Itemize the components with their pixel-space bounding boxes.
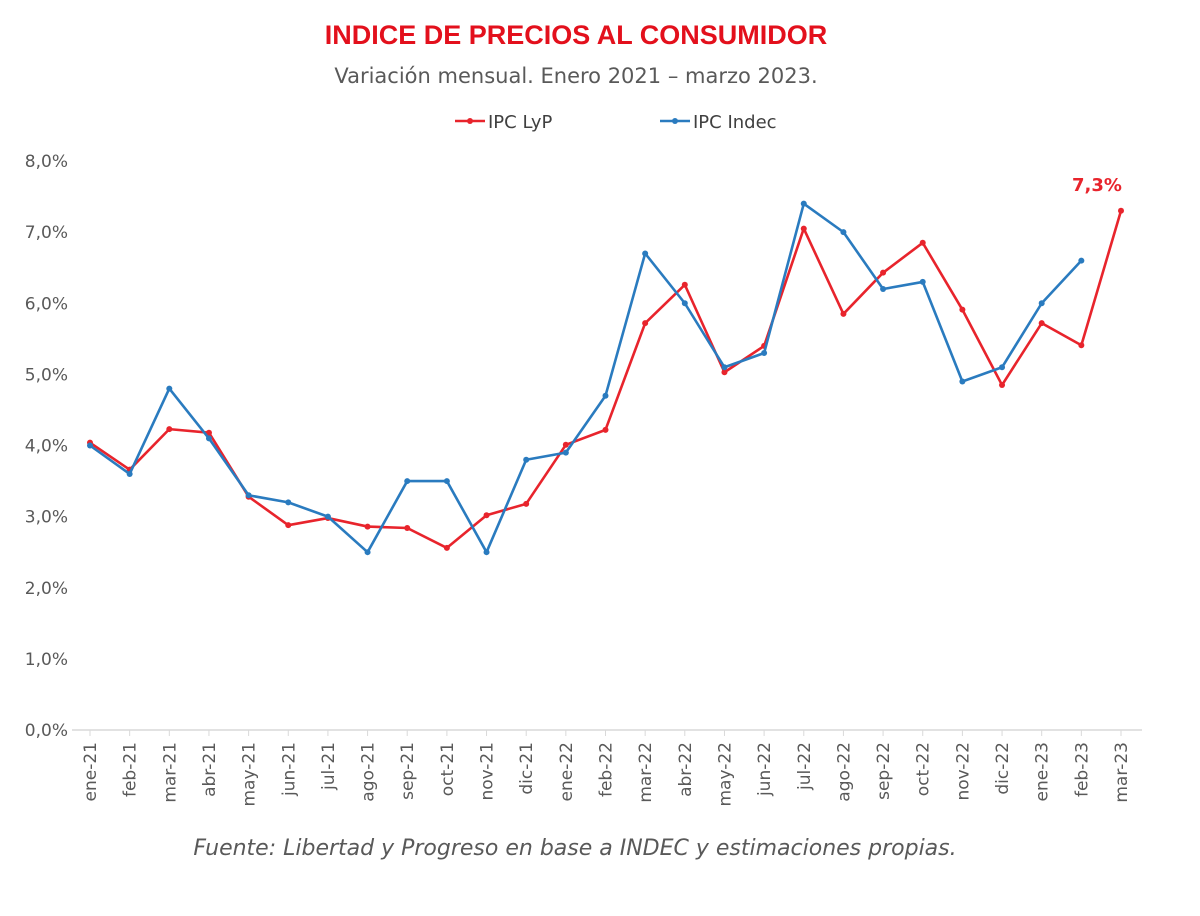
x-tick-label: may-21 — [240, 742, 260, 807]
x-tick-label: jun-22 — [755, 742, 775, 797]
x-tick-label: oct-22 — [914, 742, 934, 796]
x-tick-label: oct-21 — [438, 742, 458, 796]
data-point — [364, 549, 371, 556]
y-tick-label: 7,0% — [25, 223, 68, 243]
y-tick-label: 1,0% — [25, 650, 68, 670]
x-tick-label: ago-21 — [359, 742, 379, 802]
x-tick-label: sep-21 — [398, 742, 418, 800]
x-tick-label: ene-21 — [81, 742, 101, 801]
data-point — [364, 523, 371, 530]
legend-marker — [672, 118, 678, 124]
x-tick-label: feb-21 — [121, 742, 141, 797]
data-point — [483, 512, 490, 519]
data-point — [166, 426, 173, 433]
data-point — [1078, 257, 1085, 264]
chart-subtitle: Variación mensual. Enero 2021 – marzo 20… — [334, 64, 818, 88]
data-point — [721, 364, 728, 371]
y-tick-label: 6,0% — [25, 294, 68, 314]
x-tick-label: ago-22 — [834, 742, 854, 802]
x-tick-label: jul-21 — [319, 742, 339, 791]
x-tick-label: mar-23 — [1112, 742, 1132, 803]
data-point — [87, 442, 93, 449]
data-point — [919, 239, 926, 246]
data-point — [1118, 207, 1124, 214]
data-point — [523, 500, 530, 507]
data-point — [483, 549, 490, 556]
data-point — [959, 306, 966, 313]
y-tick-label: 4,0% — [25, 437, 68, 457]
x-tick-label: feb-22 — [597, 742, 617, 797]
y-tick-label: 3,0% — [25, 508, 68, 528]
x-tick-label: feb-23 — [1072, 742, 1092, 797]
x-tick-label: dic-22 — [993, 742, 1013, 795]
data-point — [959, 378, 966, 385]
data-point — [880, 269, 887, 276]
legend-marker — [467, 118, 473, 124]
x-tick-label: abr-22 — [676, 742, 696, 797]
x-tick-label: jun-21 — [279, 742, 299, 797]
data-point — [285, 499, 292, 506]
legend-label: IPC LyP — [488, 112, 552, 133]
data-point — [721, 369, 728, 376]
x-tick-label: ene-23 — [1033, 742, 1053, 801]
x-tick-label: nov-21 — [478, 742, 498, 801]
data-point — [205, 435, 212, 442]
data-point — [126, 470, 133, 477]
data-point — [443, 544, 450, 551]
data-point — [761, 350, 768, 357]
data-point — [840, 310, 847, 317]
data-point — [523, 456, 530, 463]
data-point — [999, 382, 1006, 389]
data-point — [404, 478, 411, 485]
data-point — [642, 320, 649, 327]
data-point — [642, 250, 649, 257]
data-point — [245, 492, 252, 499]
x-tick-label: may-22 — [715, 742, 735, 807]
data-point — [205, 429, 212, 436]
data-point — [324, 513, 331, 520]
x-tick-label: sep-22 — [874, 742, 894, 800]
y-tick-label: 0,0% — [25, 721, 68, 741]
data-point — [800, 225, 807, 232]
chart-source-note: Fuente: Libertad y Progreso en base a IN… — [193, 836, 957, 861]
data-point — [166, 385, 173, 392]
data-point — [999, 364, 1006, 371]
chart-title: INDICE DE PRECIOS AL CONSUMIDOR — [324, 20, 828, 50]
y-tick-label: 2,0% — [25, 579, 68, 599]
x-tick-label: jul-22 — [795, 742, 815, 791]
data-point — [562, 441, 569, 448]
data-point — [800, 200, 807, 207]
x-tick-label: nov-22 — [953, 742, 973, 801]
data-point — [285, 522, 292, 529]
data-point — [840, 229, 847, 236]
data-point — [562, 449, 569, 456]
x-tick-label: mar-22 — [636, 742, 656, 803]
x-tick-label: ene-22 — [557, 742, 577, 801]
y-tick-label: 5,0% — [25, 365, 68, 385]
y-tick-label: 8,0% — [25, 152, 68, 172]
x-tick-label: dic-21 — [517, 742, 537, 795]
data-point — [880, 286, 887, 293]
data-point — [681, 281, 688, 288]
data-point — [919, 278, 926, 285]
x-tick-label: mar-21 — [160, 742, 180, 803]
data-point — [602, 426, 609, 433]
data-point — [1038, 300, 1045, 307]
data-point — [443, 478, 450, 485]
data-point — [404, 525, 411, 532]
data-point — [1038, 320, 1045, 327]
series-line-ipc-indec — [89, 202, 1083, 554]
data-point — [1078, 342, 1085, 349]
data-label: 7,3% — [1072, 175, 1122, 196]
data-point — [681, 300, 688, 307]
data-point — [602, 392, 609, 399]
x-tick-label: abr-21 — [200, 742, 220, 797]
legend-label: IPC Indec — [693, 112, 777, 133]
